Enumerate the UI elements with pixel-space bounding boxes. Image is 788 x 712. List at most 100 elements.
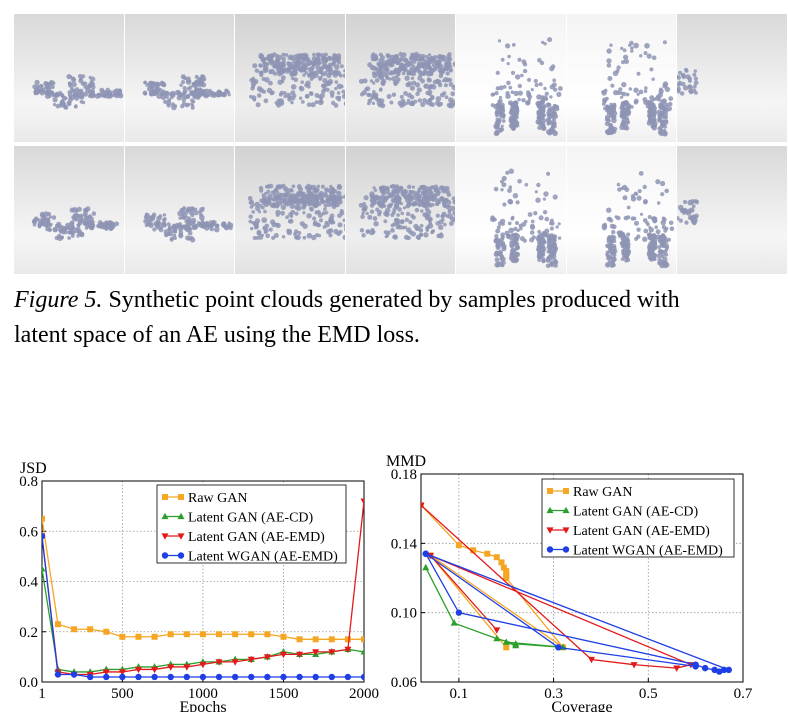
data-point — [135, 673, 142, 681]
data-point — [279, 651, 287, 659]
figure-label: Figure 5. — [14, 287, 103, 313]
legend-label: Latent WGAN (AE-EMD) — [573, 544, 723, 559]
data-point — [555, 644, 562, 651]
data-point — [54, 671, 62, 678]
data-point — [296, 673, 303, 681]
data-point — [183, 631, 190, 638]
data-point — [151, 673, 158, 681]
data-point — [692, 663, 699, 670]
data-point — [118, 669, 126, 676]
data-point — [231, 659, 239, 666]
data-point — [344, 673, 352, 681]
data-point — [199, 631, 206, 638]
series-1 — [422, 563, 567, 650]
legend-marker — [178, 494, 184, 500]
data-point — [503, 644, 510, 651]
legend-marker — [177, 533, 185, 540]
car-point-cloud — [358, 51, 456, 109]
x-tick-label: 1 — [38, 686, 46, 702]
data-point — [455, 542, 462, 549]
data-point — [587, 656, 595, 664]
data-point — [328, 636, 335, 643]
data-point — [264, 631, 271, 638]
chair-point-cloud — [601, 40, 673, 137]
data-point — [199, 673, 207, 681]
chair-render — [456, 14, 566, 142]
car-point-cloud — [247, 183, 345, 241]
chair-point-cloud — [601, 171, 675, 269]
airplane-render — [124, 146, 235, 274]
data-point — [296, 651, 304, 659]
car-point-cloud — [249, 52, 345, 108]
data-point — [502, 638, 510, 645]
y-tick-label: 0.2 — [19, 625, 38, 641]
point-cloud-renders — [14, 14, 788, 274]
x-tick-label: 0.1 — [450, 686, 469, 702]
data-point — [86, 673, 94, 681]
data-point — [312, 636, 319, 643]
data-point — [42, 515, 45, 522]
data-point — [103, 628, 110, 635]
airplane-render — [124, 14, 235, 142]
legend-label: Raw GAN — [188, 491, 248, 506]
legend-marker — [562, 527, 570, 534]
x-tick-label: 500 — [111, 686, 134, 702]
data-point — [296, 636, 303, 643]
legend: Raw GAN Latent GAN (AE-CD) Latent GAN (AE-… — [541, 478, 735, 559]
x-tick-label: 1000 — [188, 686, 218, 702]
data-point — [119, 633, 126, 640]
data-point — [231, 673, 239, 681]
data-point — [167, 664, 175, 671]
data-point — [280, 633, 287, 640]
legend-box — [541, 478, 735, 558]
data-point — [720, 666, 728, 674]
y-tick-label: 0.10 — [391, 606, 417, 622]
legend: Raw GAN Latent GAN (AE-CD) Latent GAN (AE-… — [156, 484, 347, 565]
plot-frame — [420, 473, 744, 683]
data-point — [232, 631, 239, 638]
data-point — [493, 634, 501, 642]
legend-label: Latent GAN (AE-CD) — [573, 505, 699, 520]
data-point — [151, 666, 159, 674]
y-tick-label: 0.14 — [391, 536, 418, 552]
legend-marker — [161, 533, 169, 540]
data-point — [87, 626, 94, 633]
legend-label: Latent WGAN (AE-EMD) — [188, 550, 338, 565]
legend-label: Latent GAN (AE-EMD) — [573, 524, 710, 539]
data-point — [503, 568, 510, 575]
chair-render — [456, 146, 566, 274]
data-point — [701, 664, 709, 672]
data-point — [493, 554, 500, 561]
chair-render — [566, 146, 677, 274]
partial-render — [677, 146, 788, 274]
chair-point-cloud — [490, 37, 564, 137]
data-point — [263, 654, 271, 661]
data-point — [199, 661, 207, 669]
y-tick-label: 0.18 — [391, 467, 417, 483]
data-point — [42, 565, 46, 572]
data-point — [183, 664, 191, 671]
legend-label: Raw GAN — [573, 485, 633, 500]
data-point — [422, 550, 429, 557]
car-render — [235, 14, 345, 142]
data-point — [493, 627, 501, 634]
legend-marker — [162, 494, 168, 500]
data-point — [470, 547, 477, 554]
legend-marker — [177, 552, 185, 559]
data-point — [216, 631, 223, 638]
data-point — [450, 619, 458, 626]
data-point — [328, 649, 336, 656]
data-point — [503, 575, 510, 581]
data-point — [102, 669, 110, 676]
data-point — [498, 559, 505, 566]
legend-marker — [546, 546, 554, 553]
data-point — [312, 673, 319, 681]
data-point — [71, 626, 78, 633]
airplane-render — [14, 14, 124, 142]
data-point — [151, 633, 158, 640]
data-point — [215, 659, 223, 666]
caption-line-2: latent space of an AE using the EMD loss… — [14, 322, 420, 348]
data-point — [54, 621, 61, 628]
legend-marker — [563, 488, 569, 494]
